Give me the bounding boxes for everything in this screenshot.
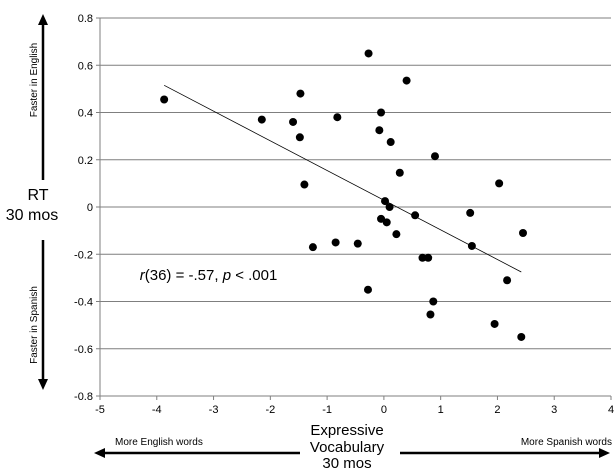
data-point-28 [466,208,475,217]
data-point-5 [300,180,309,189]
data-point-33 [518,228,527,237]
x-axis-title-line-2: Vocabulary [310,439,385,456]
x-left-direction-label: More English words [115,437,203,448]
data-point-4 [295,133,304,142]
x-tick-label: 1 [438,404,444,416]
x-tick-label: -4 [152,404,162,416]
y-bottom-direction-label: Faster in Spanish [29,286,40,364]
data-point-29 [467,241,476,250]
trendline [163,84,522,273]
annotation-r-symbol: r [140,267,146,284]
data-point-19 [382,218,391,227]
data-point-9 [353,239,362,248]
y-tick-label: 0.8 [78,13,93,25]
data-point-23 [418,253,427,262]
data-point-16 [381,197,390,206]
y-axis-title-line-1: RT [27,187,48,204]
x-tick-label: 3 [551,404,557,416]
y-top-direction-label: Faster in English [29,43,40,117]
data-point-1 [257,115,266,124]
data-point-31 [503,276,512,285]
y-tick-label: 0.6 [78,60,93,72]
data-point-32 [490,319,499,328]
x-tick-label: 0 [381,404,387,416]
data-point-26 [429,297,438,306]
data-point-21 [395,168,404,177]
x-tick-label: 4 [608,404,614,416]
annotation-stat: r(36) = -.57, p < .001 [140,267,278,284]
x-tick-label: -1 [322,404,332,416]
x-right-arrow [400,448,610,458]
data-point-0 [160,95,169,104]
data-point-27 [426,310,435,319]
annotation-p-symbol: p [222,267,231,284]
x-tick-label: 2 [494,404,500,416]
data-point-30 [495,179,504,188]
y-bottom-arrow [38,240,48,390]
data-point-6 [308,243,317,252]
data-point-34 [517,332,526,341]
x-tick-label: -2 [265,404,275,416]
x-tick-label: -3 [209,404,219,416]
y-axis-title-line-2: 30 mos [6,207,58,224]
data-point-2 [289,117,298,126]
y-top-arrow [38,14,48,180]
annotation-p-value: < .001 [231,267,277,284]
y-tick-label: 0.4 [78,108,93,120]
data-point-12 [402,76,411,85]
y-tick-label: 0 [87,202,93,214]
data-point-10 [364,49,373,58]
y-tick-label: -0.2 [74,249,93,261]
data-point-15 [386,138,395,147]
data-point-22 [411,211,420,220]
data-point-3 [296,89,305,98]
annotation-r-value: (36) = -.57, [145,267,223,284]
y-tick-label: -0.4 [74,297,93,309]
data-point-11 [363,285,372,294]
x-tick-label: -5 [95,404,105,416]
x-axis-title-line-1: Expressive [310,422,383,439]
data-point-7 [333,113,342,122]
data-point-17 [385,203,394,211]
x-right-direction-label: More Spanish words [521,437,612,448]
y-tick-label: -0.8 [74,391,93,403]
x-axis-title-line-3: 30 mos [322,455,371,470]
data-point-14 [377,108,386,117]
data-point-13 [375,126,384,135]
x-left-arrow [94,448,300,458]
data-point-24 [424,253,433,262]
y-tick-label: 0.2 [78,155,93,167]
y-tick-label: -0.6 [74,344,93,356]
data-point-20 [392,230,401,239]
data-point-25 [430,152,439,161]
data-point-8 [331,238,340,247]
